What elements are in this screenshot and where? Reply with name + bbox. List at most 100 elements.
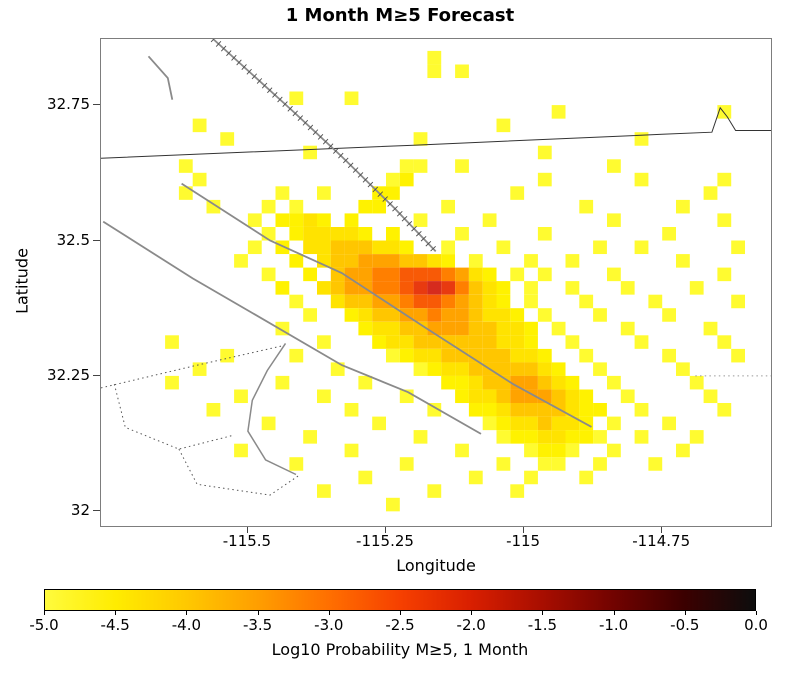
heatmap-cell [427, 267, 442, 282]
heatmap-cell [220, 348, 235, 363]
heatmap-cell [524, 403, 538, 417]
heatmap-cell [482, 321, 497, 336]
y-tick-label: 32.75 [47, 95, 90, 114]
heatmap-cell [289, 457, 304, 471]
heatmap-cell [593, 403, 607, 417]
heatmap-cell [261, 267, 276, 282]
heatmap-cell [482, 416, 497, 431]
heatmap-cell [468, 308, 483, 322]
heatmap-cell [399, 159, 414, 173]
heatmap-cell [413, 267, 428, 282]
heatmap-cell [427, 484, 442, 498]
heatmap-cell [441, 254, 456, 268]
heatmap-cell [441, 308, 456, 322]
heatmap-cell [551, 105, 566, 119]
heatmap-cell [579, 470, 594, 485]
colorbar-tick-mark [257, 611, 259, 615]
x-tick-label: -115.5 [222, 532, 272, 550]
colorbar-tick-label: -0.5 [670, 616, 700, 634]
heatmap-cell [579, 294, 594, 309]
y-axis-label: Latitude [12, 248, 32, 314]
heatmap-cell [275, 213, 290, 227]
heatmap-cell [551, 457, 566, 471]
heatmap-cell [441, 375, 456, 390]
heatmap-cell [455, 227, 469, 241]
dotted-area-north-edge [101, 345, 284, 389]
heatmap-cell [510, 389, 525, 404]
heatmap-cell [413, 335, 428, 349]
heatmap-cell [330, 254, 345, 268]
colorbar-tick-label: -1.0 [598, 616, 629, 634]
heatmap-cell [413, 254, 428, 268]
heatmap-cell [482, 335, 497, 349]
colorbar-tick-mark [471, 611, 473, 615]
heatmap-cell [510, 362, 525, 376]
heatmap-cell [413, 348, 428, 363]
heatmap-cell [303, 213, 318, 227]
heatmap-cell [413, 308, 428, 322]
heatmap-cell [565, 375, 580, 390]
heatmap-cell [537, 457, 552, 471]
heatmap-cell [537, 172, 552, 187]
y-tick-label: 32.5 [56, 230, 90, 249]
heatmap-cell [482, 348, 497, 363]
heatmap-cell [399, 240, 414, 255]
heatmap-cell [689, 430, 704, 444]
heatmap-cell [372, 321, 387, 336]
heatmap-cell [303, 267, 318, 282]
heatmap-cell [261, 199, 276, 214]
heatmap-cell [648, 457, 663, 471]
heatmap-cell [413, 281, 428, 295]
heatmap-cell [386, 254, 400, 268]
heatmap-cell [468, 375, 483, 390]
heatmap-cell [593, 362, 607, 376]
heatmap-cell [289, 227, 304, 241]
heatmap-cell [496, 403, 511, 417]
colorbar-tick-label: -4.5 [100, 616, 130, 634]
heatmap-cell [289, 254, 304, 268]
heatmap-cell [303, 227, 318, 241]
heatmap-cell [399, 172, 414, 187]
heatmap-cell [386, 321, 400, 336]
heatmap-cell [399, 294, 414, 309]
heatmap-cell [427, 64, 442, 79]
colorbar-tick-mark [613, 611, 615, 615]
heatmap-cell [537, 348, 552, 363]
x-axis-label: Longitude [396, 556, 476, 575]
heatmap-cell [524, 321, 538, 336]
heatmap-cell [178, 159, 193, 173]
heatmap-cell [289, 294, 304, 309]
heatmap-cell [510, 403, 525, 417]
heatmap-cell [607, 267, 621, 282]
heatmap-cell [593, 430, 607, 444]
dotted-area-west-edge [113, 383, 233, 450]
heatmap-cell [261, 227, 276, 241]
x-tick-mark [385, 527, 386, 533]
heatmap-cell [703, 321, 718, 336]
colorbar-tick-label: 0.0 [744, 616, 768, 634]
heatmap-cell [537, 430, 552, 444]
heatmap-cell [717, 335, 732, 349]
heatmap-cell [482, 403, 497, 417]
heatmap-cell [579, 389, 594, 404]
heatmap-cell [372, 335, 387, 349]
heatmap-cell [386, 335, 400, 349]
heatmap-cell [648, 294, 663, 309]
heatmap-cell [344, 403, 359, 417]
heatmap-cell [386, 348, 400, 363]
heatmap-cell [537, 403, 552, 417]
heatmap-cell [317, 335, 331, 349]
heatmap-cell [482, 267, 497, 282]
heatmap-cell [468, 281, 483, 295]
heatmap-cell [537, 416, 552, 431]
heatmap-cell [551, 389, 566, 404]
heatmap-cell [579, 430, 594, 444]
heatmap-cell [607, 375, 621, 390]
heatmap-cell [593, 240, 607, 255]
heatmap-cell [524, 281, 538, 295]
dotted-area-south-edge [178, 448, 299, 496]
heatmap-cell [620, 389, 635, 404]
heatmap-cell [676, 362, 690, 376]
heatmap-cell [358, 375, 373, 390]
heatmap-cell [510, 335, 525, 349]
